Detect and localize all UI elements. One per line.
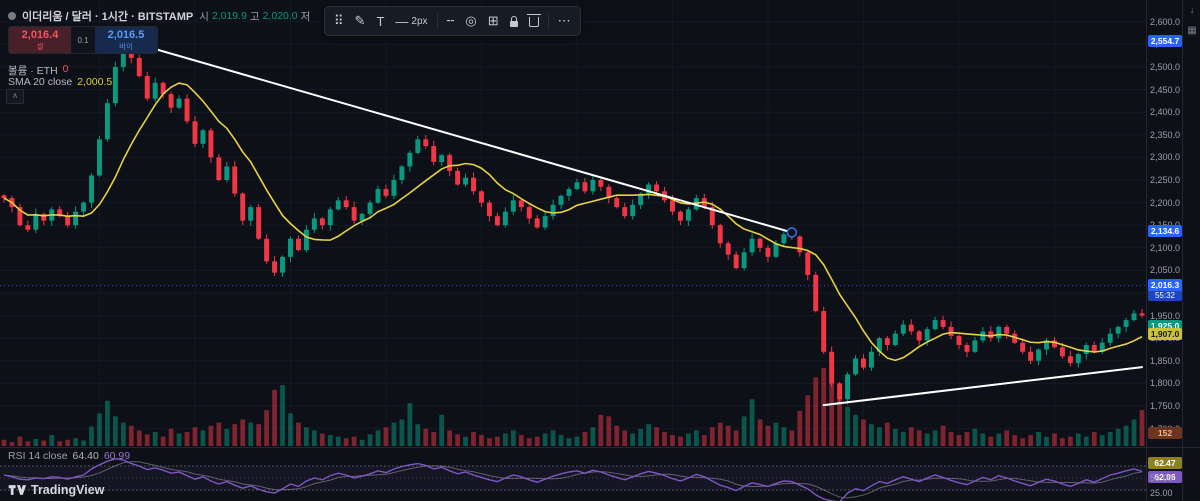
symbol-icon bbox=[8, 12, 16, 20]
rsi-legend-title: RSI 14 close bbox=[8, 450, 68, 462]
rsi-legend[interactable]: RSI 14 close 64.40 60.99 bbox=[8, 450, 130, 462]
price-tick: 2,350.0 bbox=[1150, 129, 1181, 140]
chart-canvas[interactable] bbox=[0, 0, 1146, 501]
price-tick: 2,250.0 bbox=[1150, 175, 1181, 185]
sma-legend-title: SMA 20 close bbox=[8, 76, 73, 88]
ohlc-values: 시 2,019.9 고 2,020.0 저 bbox=[199, 9, 310, 24]
right-sidebar: ↓ ▦ bbox=[1182, 0, 1200, 501]
rsi-tick: 25.00 bbox=[1150, 488, 1173, 498]
sma-legend-value: 2,000.5 bbox=[77, 76, 113, 88]
legend-collapse-button[interactable]: ∧ bbox=[6, 89, 24, 104]
buy-button[interactable]: 2,016.5 바이 bbox=[95, 27, 157, 53]
buy-sell-widget: 2,016.4 셀 0.1 2,016.5 바이 bbox=[8, 26, 158, 54]
rsi-badge: 62.06 bbox=[1148, 470, 1182, 483]
rsi-badge: 62.47 bbox=[1148, 456, 1182, 469]
open-value: 2,019.9 bbox=[211, 10, 247, 22]
rsi-tick: 50.00 bbox=[1150, 473, 1173, 483]
price-badge: 1,907.0 bbox=[1148, 328, 1182, 341]
buy-label: 바이 bbox=[119, 42, 133, 51]
tradingview-logo-text: TradingView bbox=[31, 483, 105, 497]
lock-icon[interactable] bbox=[505, 10, 523, 32]
rsi-value: 64.40 bbox=[72, 450, 99, 462]
volume-legend-value: 0 bbox=[62, 63, 69, 75]
volume-legend[interactable]: 볼륨 · ETH 0 bbox=[8, 63, 69, 78]
more-options-icon[interactable]: ⋯ bbox=[553, 10, 576, 32]
panel-collapse-icon[interactable]: ↓ bbox=[1189, 5, 1195, 16]
pencil-icon[interactable]: ✎ bbox=[350, 10, 371, 32]
rsi-ma-value: 60.99 bbox=[103, 450, 131, 462]
price-tick: 2,100.0 bbox=[1150, 242, 1181, 253]
drawing-toolbar: ⠿ ✎ T —2px ╌ ◎ ⊞ ⋯ bbox=[324, 6, 581, 36]
pane-separator[interactable] bbox=[0, 447, 1200, 448]
price-tick: 2,200.0 bbox=[1150, 197, 1181, 208]
clone-tool-icon[interactable]: ⊞ bbox=[483, 10, 504, 32]
price-tick: 1,850.0 bbox=[1150, 355, 1181, 366]
text-tool-icon[interactable]: T bbox=[371, 10, 389, 32]
panel-calendar-icon[interactable]: ▦ bbox=[1187, 25, 1197, 36]
symbol-legend-row: 이더리움 / 달러 · 1시간 · BITSTAMP 시 2,019.9 고 2… bbox=[8, 8, 310, 24]
price-tick: 2,450.0 bbox=[1150, 84, 1181, 95]
sell-button[interactable]: 2,016.4 셀 bbox=[9, 27, 71, 53]
price-tick: 2,400.0 bbox=[1150, 107, 1181, 118]
open-label: 시 bbox=[199, 10, 209, 23]
volume-badge: 152 bbox=[1148, 427, 1182, 439]
price-badge: 2,134.6 bbox=[1148, 225, 1182, 238]
price-badge: 2,554.7 bbox=[1148, 35, 1182, 48]
price-tick: 2,050.0 bbox=[1150, 265, 1181, 276]
low-label: 저 bbox=[300, 10, 311, 23]
tradingview-logo-icon bbox=[8, 485, 26, 495]
symbol-title[interactable]: 이더리움 / 달러 · 1시간 · BITSTAMP bbox=[22, 11, 194, 23]
volume-legend-title: 볼륨 · ETH bbox=[8, 65, 58, 77]
sell-label: 셀 bbox=[36, 42, 44, 51]
high-value: 2,020.0 bbox=[262, 10, 298, 22]
price-badge: 2,016.3 55:32 bbox=[1148, 278, 1182, 301]
countdown-timer: 55:32 bbox=[1148, 290, 1182, 301]
price-tick: 2,600.0 bbox=[1150, 16, 1181, 27]
price-tick: 1,750.0 bbox=[1150, 401, 1181, 411]
sma-legend[interactable]: SMA 20 close 2,000.5 bbox=[8, 76, 112, 88]
price-axis[interactable]: 2,600.02,550.02,500.02,450.02,400.02,350… bbox=[1146, 0, 1183, 501]
price-tick: 1,800.0 bbox=[1150, 378, 1181, 389]
price-tick: 2,300.0 bbox=[1150, 152, 1181, 163]
price-tick: 1,950.0 bbox=[1150, 310, 1181, 321]
high-label: 고 bbox=[249, 10, 260, 23]
ellipse-tool-icon[interactable]: ◎ bbox=[460, 10, 481, 32]
toolbar-separator bbox=[547, 13, 549, 29]
sell-price: 2,016.4 bbox=[21, 29, 59, 41]
line-style-icon[interactable]: ╌ bbox=[442, 10, 460, 32]
buy-price: 2,016.5 bbox=[107, 29, 145, 41]
spread-value: 0.1 bbox=[77, 35, 89, 45]
tradingview-logo[interactable]: TradingView bbox=[8, 483, 104, 497]
line-width-button[interactable]: —2px bbox=[390, 10, 432, 32]
trash-icon[interactable] bbox=[524, 10, 544, 32]
toolbar-separator bbox=[436, 13, 438, 29]
drag-handle-icon[interactable]: ⠿ bbox=[329, 10, 349, 32]
price-tick: 2,500.0 bbox=[1150, 62, 1181, 72]
